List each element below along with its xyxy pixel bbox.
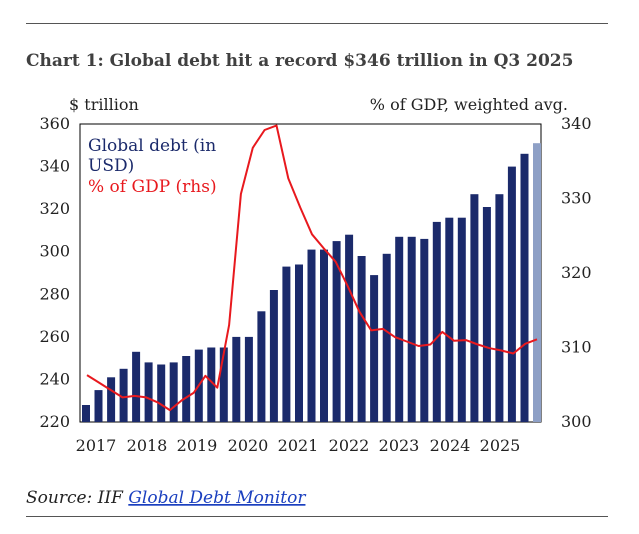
bar [169, 362, 178, 422]
y-right-tick-label: 300 [561, 412, 592, 431]
bar [482, 207, 491, 422]
y-right-tick-label: 340 [561, 114, 592, 133]
bar [382, 253, 391, 422]
bar [295, 264, 303, 422]
y-left-tick-label: 320 [39, 199, 70, 218]
y-left-tick-label: 280 [39, 284, 70, 303]
source-link[interactable]: Global Debt Monitor [128, 488, 306, 508]
bar [157, 364, 166, 422]
x-tick-label: 2024 [430, 436, 471, 455]
bar [332, 241, 341, 422]
y-left-axis-label: $ trillion [69, 95, 139, 114]
y-left-tick-label: 220 [39, 412, 70, 431]
legend-gdp: % of GDP (rhs) [88, 177, 217, 197]
bar [257, 311, 266, 422]
y-right-tick-label: 320 [561, 263, 592, 282]
bar [445, 217, 454, 422]
y-right-axis-label: % of GDP, weighted avg. [370, 95, 568, 114]
bottom-rule [26, 516, 608, 517]
x-tick-label: 2021 [278, 436, 319, 455]
x-tick-label: 2022 [329, 436, 370, 455]
bar [407, 236, 416, 422]
y-right-tick-label: 330 [561, 189, 592, 208]
source-prefix: Source: IIF [26, 488, 128, 508]
bar [457, 217, 466, 422]
top-rule [26, 23, 608, 24]
bar [182, 356, 191, 422]
y-left-tick-label: 260 [39, 327, 70, 346]
legend-debt-line-2: USD) [88, 156, 134, 176]
y-left-tick-label: 340 [39, 157, 70, 176]
bar [370, 275, 379, 422]
bar [219, 347, 228, 422]
bar [470, 194, 479, 422]
legend-debt: Global debt (in USD) [88, 136, 222, 176]
gdp-line [86, 124, 538, 412]
x-tick-label: 2018 [127, 436, 168, 455]
y-right-tick-label: 310 [561, 338, 592, 357]
bar [132, 351, 141, 422]
x-tick-label: 2017 [76, 436, 117, 455]
bar [432, 221, 441, 422]
bar [144, 362, 153, 422]
y-right-ticks: 300 310 320 330 340 [561, 114, 592, 431]
line-series [86, 124, 538, 412]
bar [420, 238, 429, 422]
y-left-tick-label: 300 [39, 242, 70, 261]
bar [533, 143, 541, 422]
bar [269, 290, 278, 422]
bar [244, 336, 253, 422]
x-tick-label: 2025 [480, 436, 521, 455]
bar [82, 405, 90, 422]
y-left-tick-label: 360 [39, 114, 70, 133]
bar [507, 166, 516, 422]
bar [345, 234, 354, 422]
bar [207, 347, 216, 422]
bar [320, 249, 328, 422]
bar [119, 368, 128, 422]
x-ticks: 2017 2018 2019 2020 2021 2022 2023 2024 2025 [76, 436, 521, 455]
bar [520, 153, 529, 423]
bar [94, 390, 103, 422]
y-left-tick-label: 240 [39, 369, 70, 388]
bar [395, 236, 404, 422]
bar [357, 256, 366, 422]
bar [307, 249, 316, 422]
x-tick-label: 2019 [177, 436, 218, 455]
x-tick-label: 2023 [379, 436, 420, 455]
x-tick-label: 2020 [228, 436, 269, 455]
y-left-ticks: 220 240 260 280 300 320 340 360 [39, 114, 70, 431]
source-note: Source: IIF Global Debt Monitor [26, 488, 306, 508]
bar [282, 266, 291, 422]
legend-debt-line-1: Global debt (in [88, 136, 216, 156]
bar [495, 194, 504, 422]
bar [107, 377, 116, 422]
chart-title: Chart 1: Global debt hit a record $346 t… [26, 51, 573, 71]
bar [232, 336, 241, 422]
